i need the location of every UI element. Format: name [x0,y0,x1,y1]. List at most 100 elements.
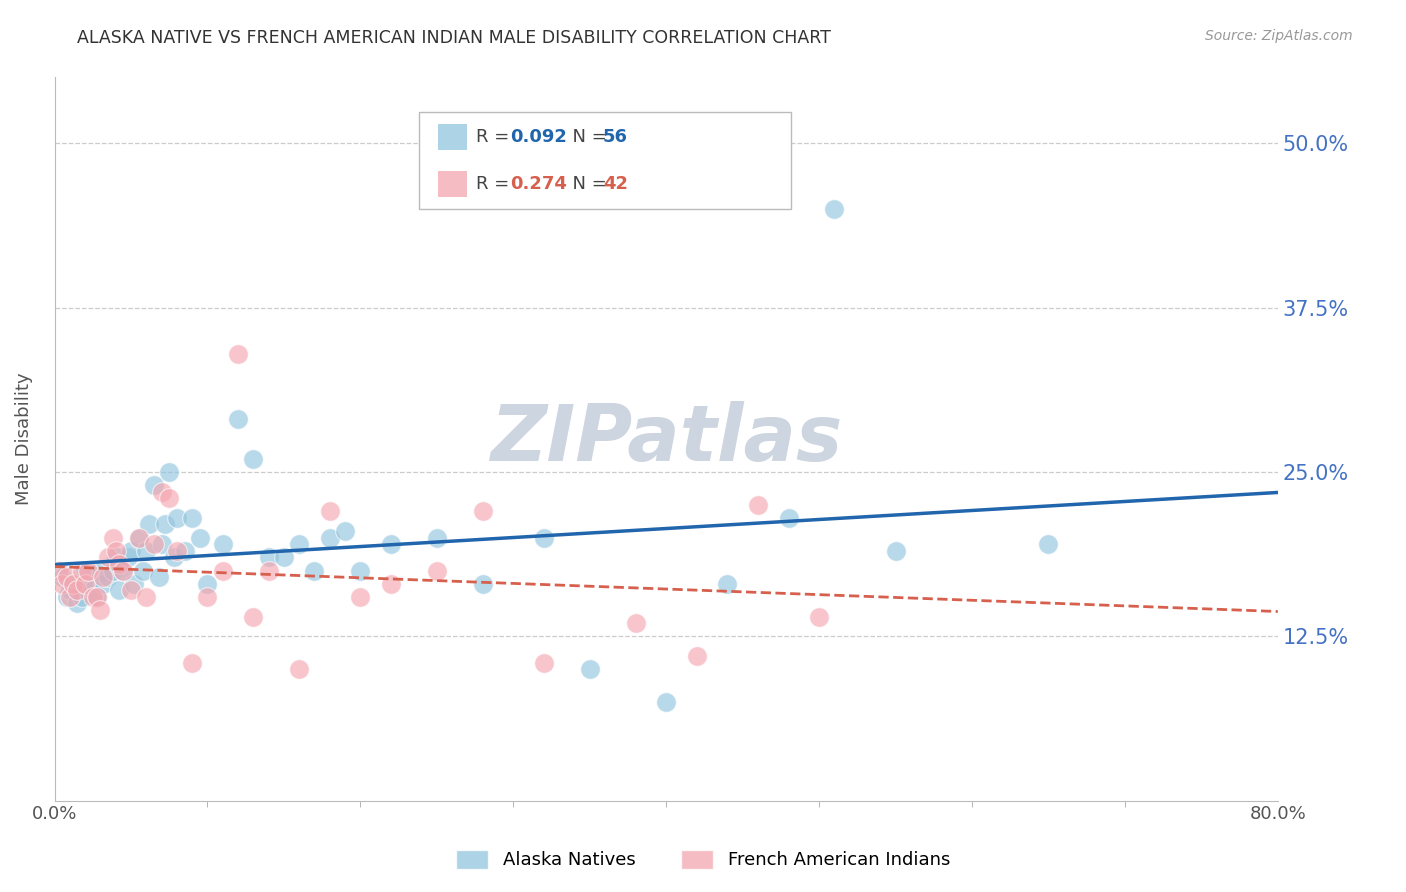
Point [716,576,738,591]
Point [142,478,165,492]
Point [51,576,73,591]
Point [132,564,155,578]
Point [93,576,115,591]
Point [86,590,108,604]
Point [70,564,93,578]
Point [128,531,150,545]
Point [319,531,342,545]
Point [288,537,311,551]
Point [89,603,111,617]
Text: N =: N = [561,128,612,146]
Point [104,550,127,565]
Point [242,451,264,466]
Point [150,537,173,551]
Point [349,590,371,604]
Text: 56: 56 [603,128,628,146]
Point [93,570,115,584]
Y-axis label: Male Disability: Male Disability [15,373,32,506]
Point [686,648,709,663]
Point [157,491,180,506]
Point [624,616,647,631]
Point [471,504,494,518]
Point [82,590,104,604]
Point [77,564,100,578]
Point [55,590,77,604]
Point [380,537,402,551]
Point [101,531,124,545]
Point [188,531,211,545]
Point [533,531,555,545]
Text: 0.092: 0.092 [510,128,567,146]
Text: N =: N = [561,175,612,193]
Point [86,590,108,604]
Point [153,517,176,532]
Point [82,583,104,598]
Point [77,576,100,591]
Point [533,656,555,670]
Point [128,531,150,545]
Point [142,537,165,551]
Text: R =: R = [477,175,516,193]
Point [747,498,769,512]
Point [66,596,89,610]
Point [55,570,77,584]
Point [117,550,139,565]
Point [66,583,89,598]
Point [319,504,342,518]
Point [471,576,494,591]
Point [120,583,142,598]
Point [135,590,157,604]
Point [89,564,111,578]
Point [59,590,82,604]
Point [197,576,219,591]
Point [181,511,204,525]
Point [655,695,678,709]
Point [166,543,188,558]
Point [59,583,82,598]
Point [112,564,135,578]
Point [107,583,129,598]
Point [181,656,204,670]
Point [349,564,371,578]
Point [884,543,907,558]
Legend: Alaska Natives, French American Indians: Alaska Natives, French American Indians [447,841,959,879]
Point [242,609,264,624]
Point [273,550,295,565]
FancyBboxPatch shape [439,170,467,197]
Text: ALASKA NATIVE VS FRENCH AMERICAN INDIAN MALE DISABILITY CORRELATION CHART: ALASKA NATIVE VS FRENCH AMERICAN INDIAN … [77,29,831,46]
Point [97,550,120,565]
Text: 42: 42 [603,175,628,193]
Point [135,543,157,558]
Text: Source: ZipAtlas.com: Source: ZipAtlas.com [1205,29,1353,43]
Point [304,564,326,578]
Point [211,564,233,578]
Point [122,576,145,591]
Point [112,564,135,578]
Point [166,511,188,525]
Point [197,590,219,604]
Point [107,557,129,571]
Text: ZIPatlas: ZIPatlas [491,401,842,477]
Point [333,524,356,538]
Point [75,576,97,591]
Point [226,412,249,426]
Point [578,662,600,676]
Point [257,564,280,578]
Point [138,517,160,532]
Point [70,590,93,604]
Point [62,576,84,591]
Point [426,564,449,578]
Point [163,550,186,565]
Text: R =: R = [477,128,516,146]
Point [211,537,233,551]
Point [778,511,800,525]
Point [288,662,311,676]
Point [157,465,180,479]
Point [62,576,84,591]
Point [150,484,173,499]
FancyBboxPatch shape [439,124,467,151]
Point [426,531,449,545]
Point [101,564,124,578]
Point [380,576,402,591]
Point [97,570,120,584]
